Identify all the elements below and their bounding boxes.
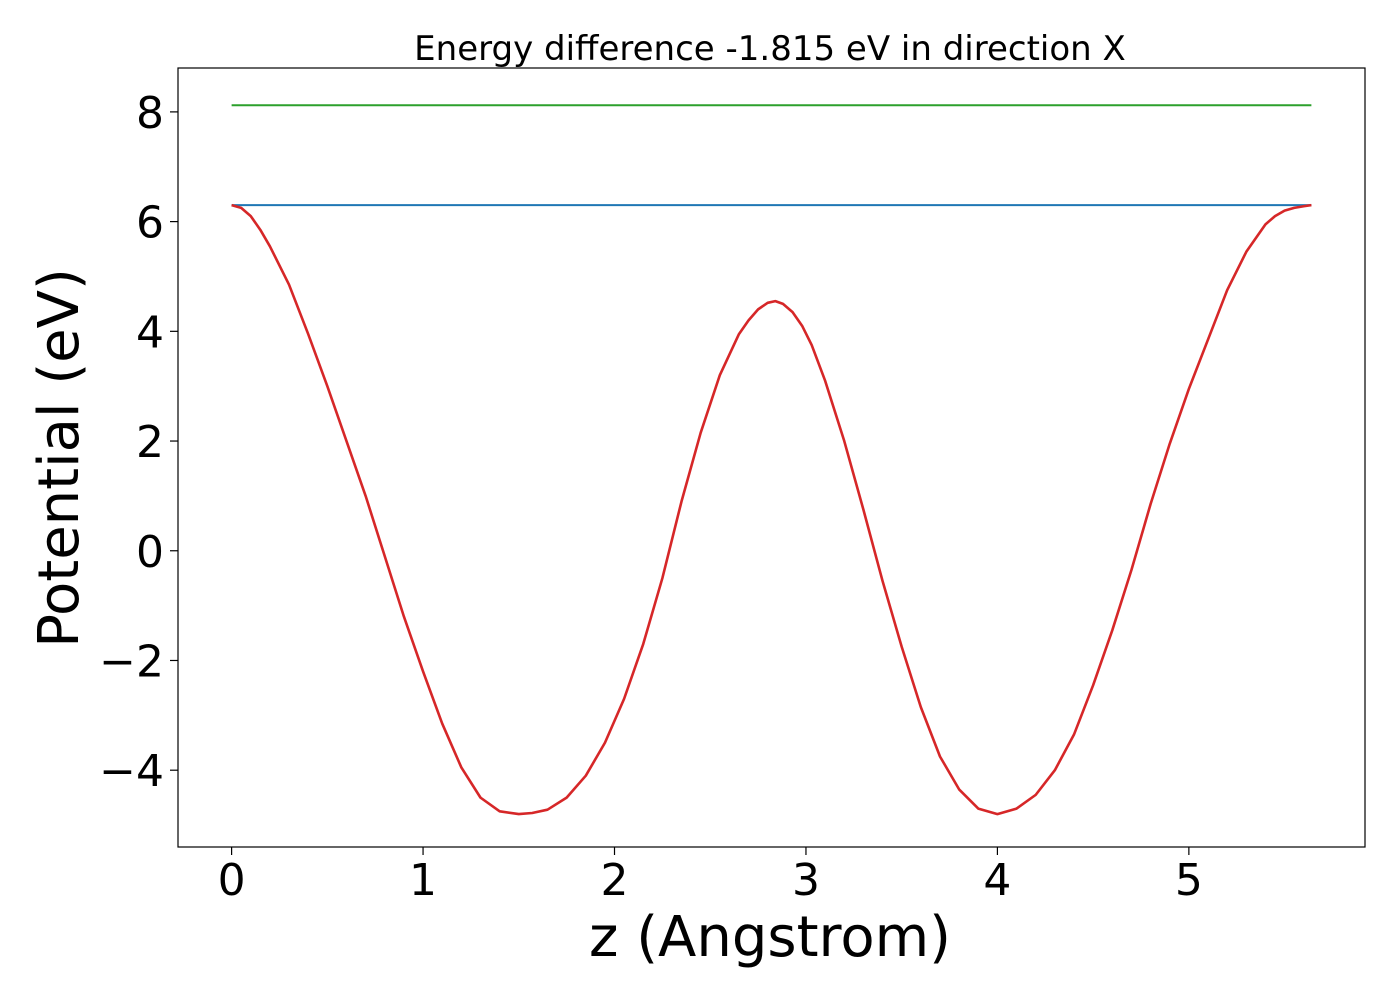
- x-axis: 0 1 2 3 4 5: [218, 847, 1203, 906]
- y-axis: 8 6 4 2 0 −2 −4: [99, 88, 178, 797]
- series-line-2: [231, 203, 1312, 816]
- x-tick-label: 4: [983, 855, 1011, 906]
- chart-title: Energy difference -1.815 eV in direction…: [414, 29, 1126, 69]
- y-tick-label: −4: [99, 746, 164, 797]
- y-tick-label: 2: [136, 417, 164, 468]
- y-tick-label: −2: [99, 636, 164, 687]
- x-tick-label: 1: [409, 855, 437, 906]
- x-axis-label: z (Angstrom): [589, 905, 951, 970]
- plot-area: [178, 68, 1365, 847]
- x-tick-label: 0: [218, 855, 246, 906]
- y-axis-label: Potential (eV): [27, 268, 92, 648]
- plot-frame: [177, 67, 1366, 848]
- x-tick-label: 3: [792, 855, 820, 906]
- y-tick-label: 4: [136, 307, 164, 358]
- series-layer: [231, 104, 1312, 816]
- x-tick-label: 5: [1175, 855, 1203, 906]
- y-tick-label: 8: [136, 88, 164, 139]
- y-tick-label: 0: [136, 527, 164, 578]
- y-tick-label: 6: [136, 198, 164, 249]
- x-tick-label: 2: [601, 855, 629, 906]
